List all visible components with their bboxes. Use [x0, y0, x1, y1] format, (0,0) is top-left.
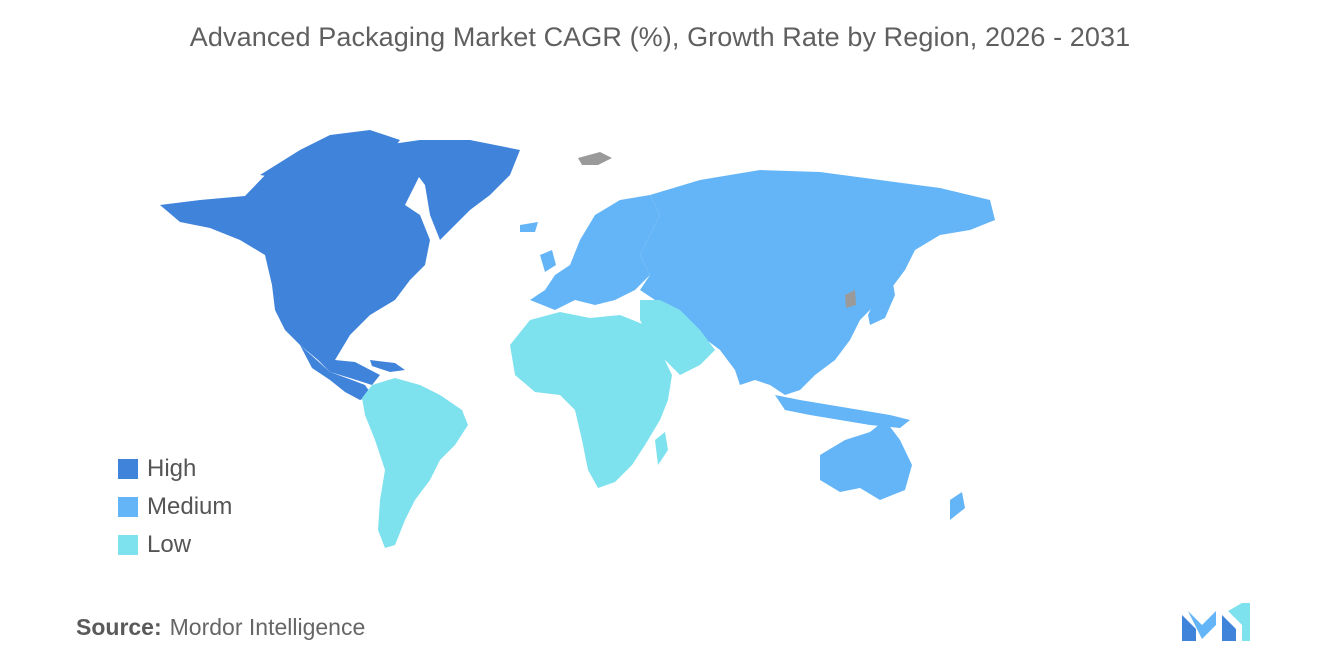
source-note: Source: Mordor Intelligence [76, 614, 365, 641]
legend-swatch-medium [118, 497, 138, 517]
mordor-intelligence-logo-icon [1182, 603, 1250, 641]
region-south-america [362, 378, 468, 548]
legend-swatch-high [118, 459, 138, 479]
chart-title: Advanced Packaging Market CAGR (%), Grow… [189, 22, 1131, 52]
region-japan [868, 278, 895, 325]
no-data-korea [845, 290, 856, 308]
region-central-america [300, 345, 372, 400]
region-africa [510, 312, 672, 488]
region-asia [640, 170, 995, 395]
legend-label-medium: Medium [147, 493, 233, 520]
legend-item-high: High [118, 450, 232, 488]
legend-swatch-low [118, 535, 138, 555]
region-caribbean [370, 360, 405, 372]
region-arctic-islands [260, 130, 400, 180]
legend-item-low: Low [118, 526, 232, 564]
source-name: Mordor Intelligence [169, 614, 366, 640]
region-madagascar [655, 432, 668, 465]
region-middle-east [640, 300, 715, 375]
legend-label-high: High [147, 455, 197, 482]
region-australia [820, 420, 912, 500]
region-greenland [385, 140, 520, 240]
no-data-svalbard [578, 152, 612, 165]
region-north-america [160, 140, 430, 385]
region-uk-iceland [520, 222, 556, 272]
source-label: Source: [76, 614, 162, 640]
legend-label-low: Low [147, 531, 192, 558]
legend: High Medium Low [118, 450, 232, 564]
region-europe [530, 195, 660, 310]
region-se-asia-islands [775, 395, 910, 428]
region-new-zealand [950, 492, 965, 520]
legend-item-medium: Medium [118, 488, 232, 526]
